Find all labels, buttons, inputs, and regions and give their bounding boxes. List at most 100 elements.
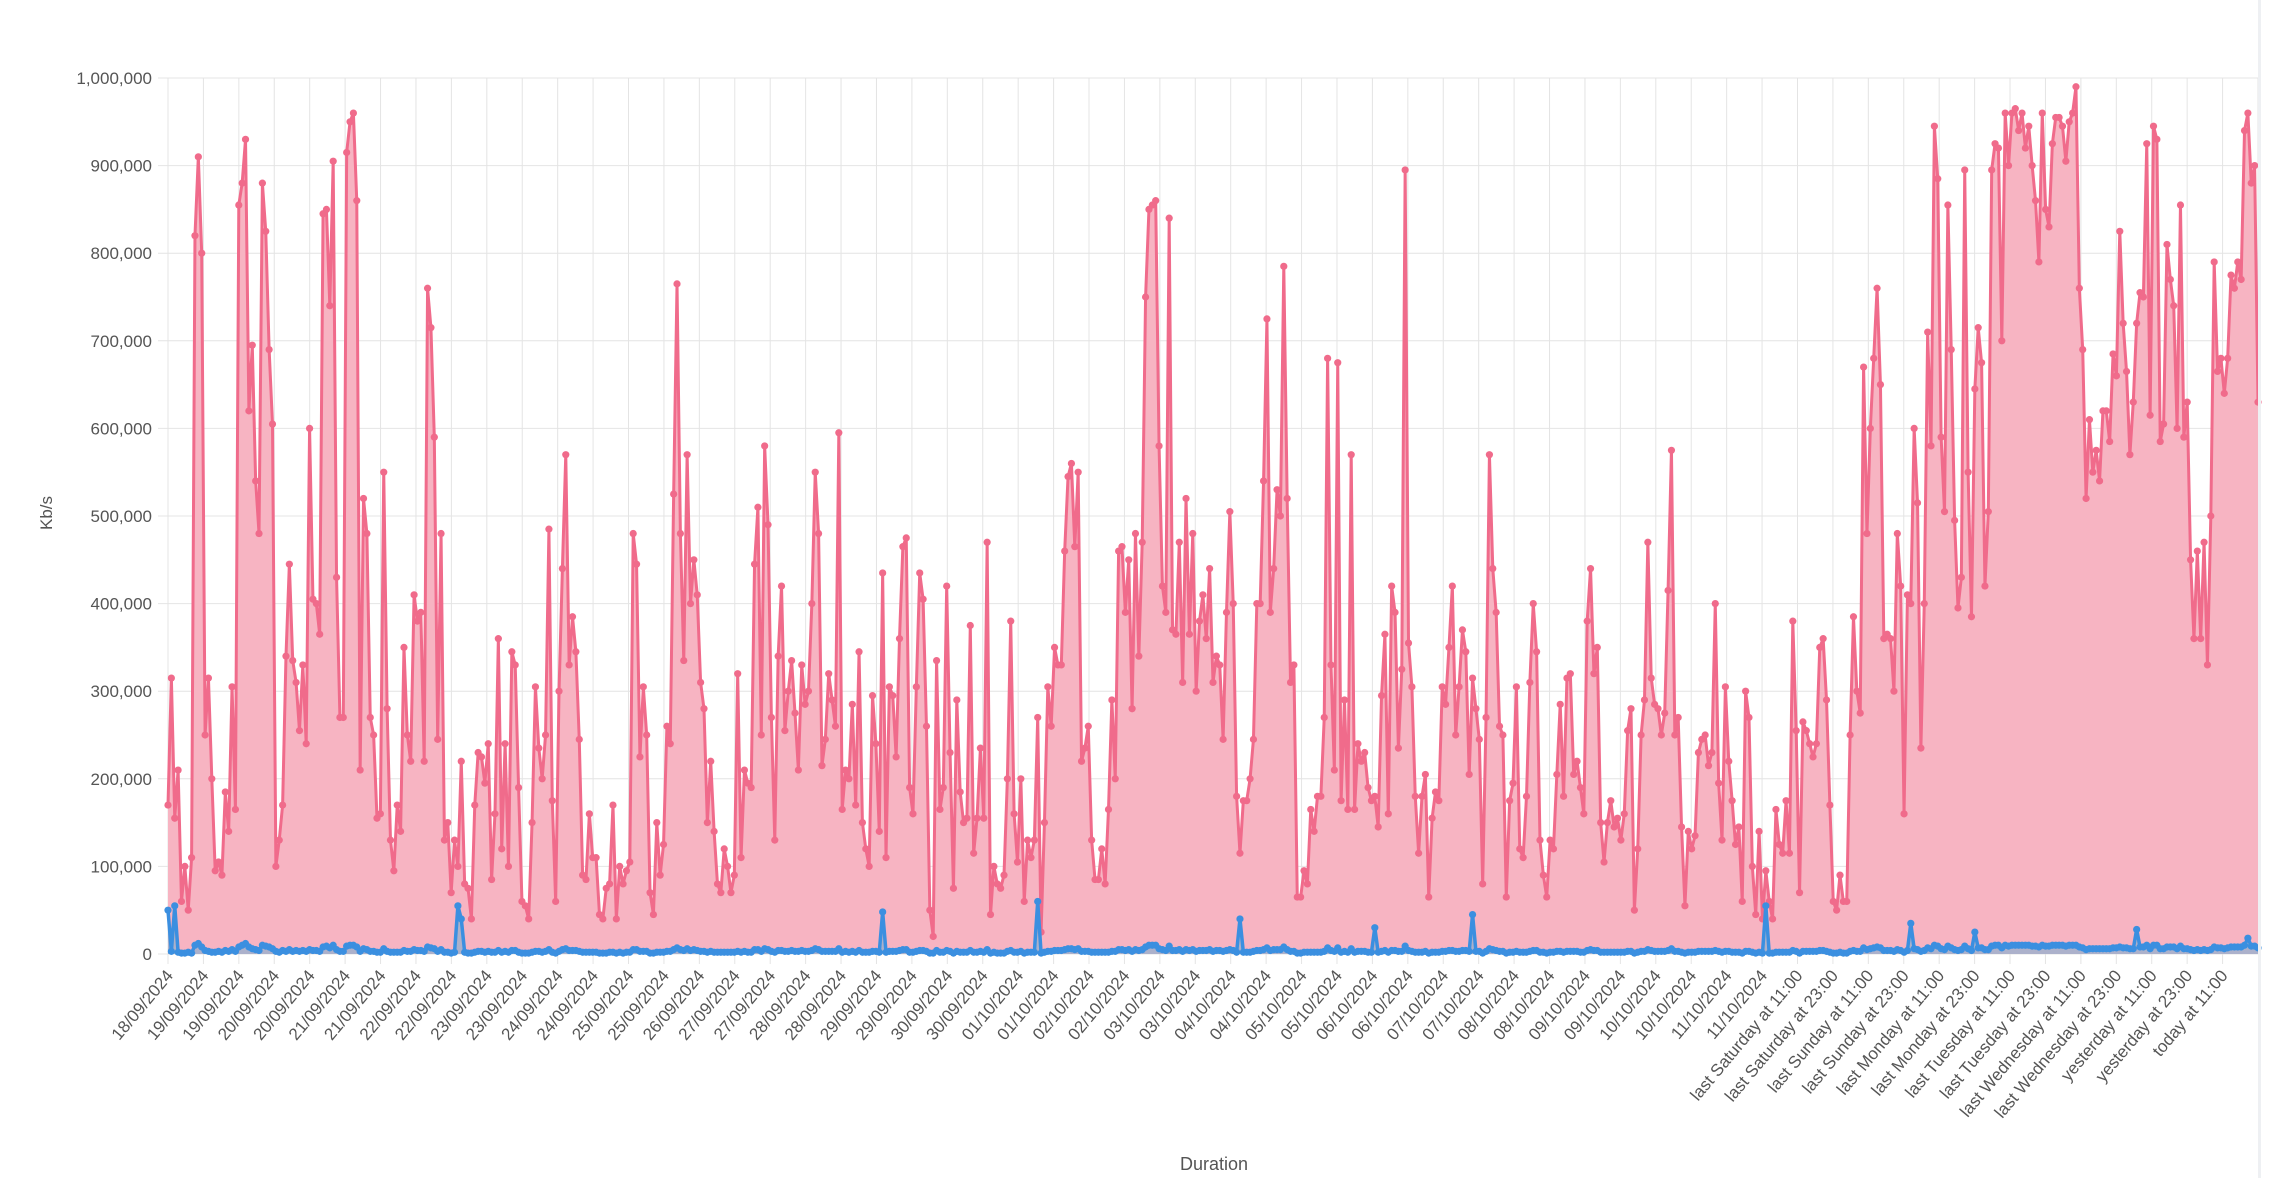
data-point <box>1920 600 1928 608</box>
data-point <box>629 529 637 538</box>
data-point <box>862 845 870 853</box>
data-point <box>1721 683 1729 691</box>
data-point <box>538 775 546 783</box>
data-point <box>1974 324 1982 332</box>
data-point <box>1263 315 1271 323</box>
data-point <box>575 735 583 743</box>
data-point <box>1458 626 1467 634</box>
data-point <box>1556 700 1564 708</box>
data-point <box>757 731 765 739</box>
data-point <box>1789 617 1797 625</box>
data-point <box>376 810 384 818</box>
data-point <box>879 908 887 916</box>
data-point <box>1637 731 1645 739</box>
data-point <box>841 766 850 774</box>
data-point <box>1485 451 1494 459</box>
data-point <box>184 906 192 914</box>
data-point <box>838 805 846 814</box>
data-point <box>1361 748 1369 757</box>
data-point <box>2240 126 2249 135</box>
data-point <box>2186 556 2195 564</box>
data-point <box>2197 635 2205 643</box>
data-point <box>1802 727 1810 735</box>
data-point <box>1586 564 1595 573</box>
data-point <box>1020 897 1028 906</box>
data-point <box>484 740 492 748</box>
x-axis-label: Duration <box>1180 1154 1248 1174</box>
data-point <box>528 819 536 827</box>
data-point <box>400 643 408 652</box>
data-point <box>885 683 893 691</box>
data-point <box>2247 179 2255 187</box>
data-point <box>454 862 462 871</box>
data-point <box>1775 840 1783 849</box>
series-layer <box>164 83 2262 957</box>
data-point <box>2126 451 2134 459</box>
data-point <box>2176 201 2185 209</box>
data-point <box>693 591 701 599</box>
data-point <box>1465 947 1473 955</box>
data-point <box>1411 792 1419 800</box>
data-point <box>1216 661 1224 669</box>
data-point <box>225 827 233 835</box>
data-point <box>1738 897 1746 906</box>
y-tick-label: 800,000 <box>91 244 152 263</box>
data-point <box>686 600 695 608</box>
data-point <box>548 797 556 805</box>
data-point <box>2025 122 2033 130</box>
data-point <box>828 696 836 704</box>
data-point <box>747 783 755 792</box>
data-point <box>2015 126 2023 135</box>
data-point <box>953 696 961 704</box>
data-point <box>788 656 796 665</box>
data-point <box>1708 748 1716 757</box>
data-point <box>1340 696 1349 704</box>
data-point <box>1098 845 1106 853</box>
data-point <box>1371 792 1379 800</box>
data-point <box>1907 919 1915 927</box>
data-point <box>1836 871 1844 879</box>
data-point <box>1694 748 1703 757</box>
data-point <box>289 656 297 665</box>
data-point <box>825 670 833 678</box>
data-point <box>1034 897 1042 906</box>
data-point <box>1374 823 1382 831</box>
data-point <box>1704 762 1713 770</box>
data-point <box>1425 893 1433 901</box>
y-tick-label: 700,000 <box>91 332 152 351</box>
data-point <box>1779 849 1787 857</box>
data-point <box>1007 617 1015 625</box>
data-point <box>1256 600 1264 608</box>
data-point <box>1543 893 1551 901</box>
data-point <box>329 157 337 165</box>
data-point <box>1388 582 1396 590</box>
data-point <box>558 564 567 573</box>
data-point <box>626 858 634 866</box>
data-point <box>831 722 840 730</box>
data-point <box>1627 705 1635 713</box>
data-point <box>265 345 273 354</box>
data-point <box>1684 827 1692 835</box>
data-point <box>1590 670 1598 678</box>
data-point <box>1435 797 1443 805</box>
data-point <box>272 862 280 871</box>
data-point <box>1657 731 1665 739</box>
data-point <box>761 442 769 450</box>
data-point <box>1071 543 1079 551</box>
data-point <box>1482 713 1490 722</box>
data-point <box>565 661 573 669</box>
data-point <box>599 915 607 923</box>
data-point <box>801 700 809 708</box>
data-point <box>811 468 819 476</box>
data-point <box>248 341 256 349</box>
data-point <box>1957 573 1965 581</box>
data-point <box>188 949 196 957</box>
data-point <box>1111 775 1119 783</box>
data-point <box>477 753 486 761</box>
data-point <box>454 902 462 910</box>
data-point <box>636 753 644 761</box>
data-point <box>171 902 179 910</box>
data-point <box>2200 538 2208 546</box>
data-point <box>2240 941 2249 949</box>
data-point <box>1084 722 1092 730</box>
